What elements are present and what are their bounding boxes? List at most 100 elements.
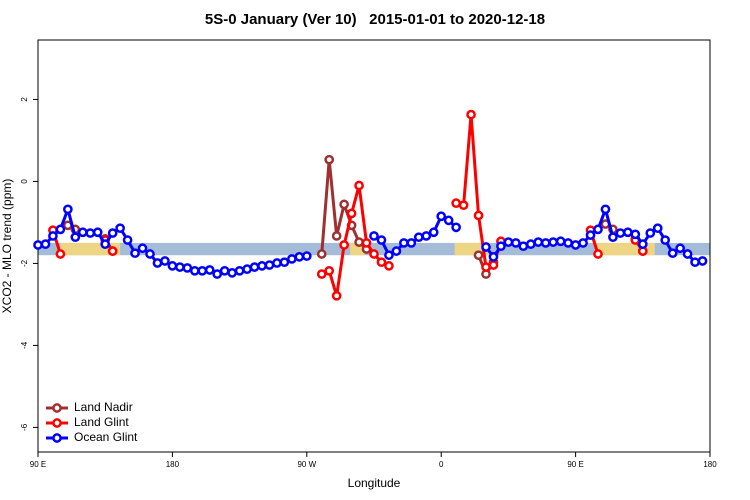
- data-point: [55, 224, 66, 235]
- chart-title: 5S-0 January (Ver 10) 2015-01-01 to 2020…: [205, 11, 545, 28]
- legend-marker: [52, 403, 62, 413]
- data-point: [369, 231, 379, 241]
- data-point: [652, 223, 663, 234]
- data-point: [451, 222, 461, 233]
- data-point: [570, 240, 581, 250]
- data-point: [279, 257, 290, 268]
- data-point: [316, 249, 327, 259]
- data-point: [219, 265, 230, 276]
- data-point: [249, 262, 260, 272]
- data-point: [182, 263, 193, 273]
- data-point: [316, 269, 327, 279]
- data-point: [324, 154, 335, 165]
- data-point: [413, 232, 424, 243]
- data-point: [331, 290, 342, 301]
- data-point: [473, 250, 484, 261]
- x-tick-label: 180: [703, 460, 717, 469]
- x-tick-label: 90 E: [30, 460, 46, 469]
- legend-marker: [52, 418, 62, 428]
- x-tick-label: 90 E: [567, 460, 583, 469]
- data-point: [384, 261, 394, 271]
- data-point: [496, 241, 506, 252]
- data-point: [264, 260, 275, 270]
- data-point: [481, 262, 491, 272]
- data-point: [600, 204, 611, 215]
- data-point: [376, 257, 387, 268]
- data-point: [399, 238, 409, 248]
- data-point: [212, 269, 223, 279]
- data-point: [675, 243, 685, 254]
- data-point: [204, 265, 215, 275]
- data-point: [548, 237, 559, 247]
- data-point: [525, 239, 536, 250]
- data-point: [451, 198, 461, 209]
- data-point: [458, 200, 469, 211]
- legend-label: Land Glint: [74, 415, 129, 429]
- data-point: [33, 240, 43, 250]
- data-point: [92, 227, 103, 238]
- data-point: [518, 241, 529, 252]
- data-point: [339, 199, 349, 210]
- data-point: [354, 180, 364, 191]
- data-point: [63, 204, 73, 215]
- data-point: [608, 232, 618, 243]
- data-point: [540, 238, 551, 248]
- data-point: [287, 254, 297, 264]
- legend-label: Ocean Glint: [74, 430, 138, 444]
- legend-label: Land Nadir: [74, 400, 133, 414]
- data-point: [234, 265, 245, 276]
- data-point: [361, 238, 372, 248]
- data-point: [137, 243, 148, 254]
- y-tick-label: -6: [20, 423, 29, 431]
- data-point: [55, 249, 66, 259]
- data-point: [488, 260, 499, 270]
- data-point: [272, 258, 282, 268]
- data-point: [481, 242, 491, 252]
- data-point: [645, 228, 656, 238]
- data-point: [585, 230, 596, 240]
- data-point: [107, 228, 118, 238]
- data-point: [48, 231, 58, 241]
- data-point: [443, 215, 454, 226]
- data-point: [690, 257, 700, 268]
- data-point: [376, 235, 387, 245]
- data-point: [593, 249, 603, 259]
- y-tick-label: -4: [20, 341, 29, 349]
- x-tick-label: 0: [439, 460, 444, 469]
- data-point: [488, 252, 499, 262]
- x-tick-label: 90 W: [297, 460, 316, 469]
- data-point: [623, 227, 633, 238]
- data-point: [242, 264, 252, 275]
- y-tick-label: 2: [20, 97, 29, 102]
- data-point: [473, 210, 484, 221]
- data-point: [391, 246, 402, 256]
- data-point: [406, 238, 417, 248]
- data-point: [197, 265, 208, 276]
- legend-marker: [52, 433, 62, 443]
- data-point: [660, 235, 671, 245]
- data-point: [637, 239, 648, 250]
- data-point: [428, 227, 439, 238]
- data-point: [77, 227, 88, 238]
- data-point: [466, 109, 476, 120]
- data-point: [563, 238, 573, 248]
- data-point: [697, 256, 708, 266]
- data-point: [503, 237, 514, 247]
- data-point: [331, 231, 342, 241]
- data-point: [160, 256, 170, 266]
- y-tick-label: -2: [20, 259, 29, 267]
- data-point: [100, 239, 111, 250]
- data-point: [436, 211, 447, 222]
- data-point: [152, 258, 163, 268]
- data-point: [354, 237, 364, 247]
- data-point: [294, 252, 305, 262]
- data-point: [257, 261, 267, 271]
- data-point: [115, 223, 125, 234]
- y-tick-label: 0: [20, 179, 29, 184]
- data-point: [324, 265, 335, 276]
- data-point: [339, 240, 349, 250]
- data-point: [511, 238, 521, 248]
- data-point: [421, 231, 432, 241]
- data-point: [40, 239, 51, 250]
